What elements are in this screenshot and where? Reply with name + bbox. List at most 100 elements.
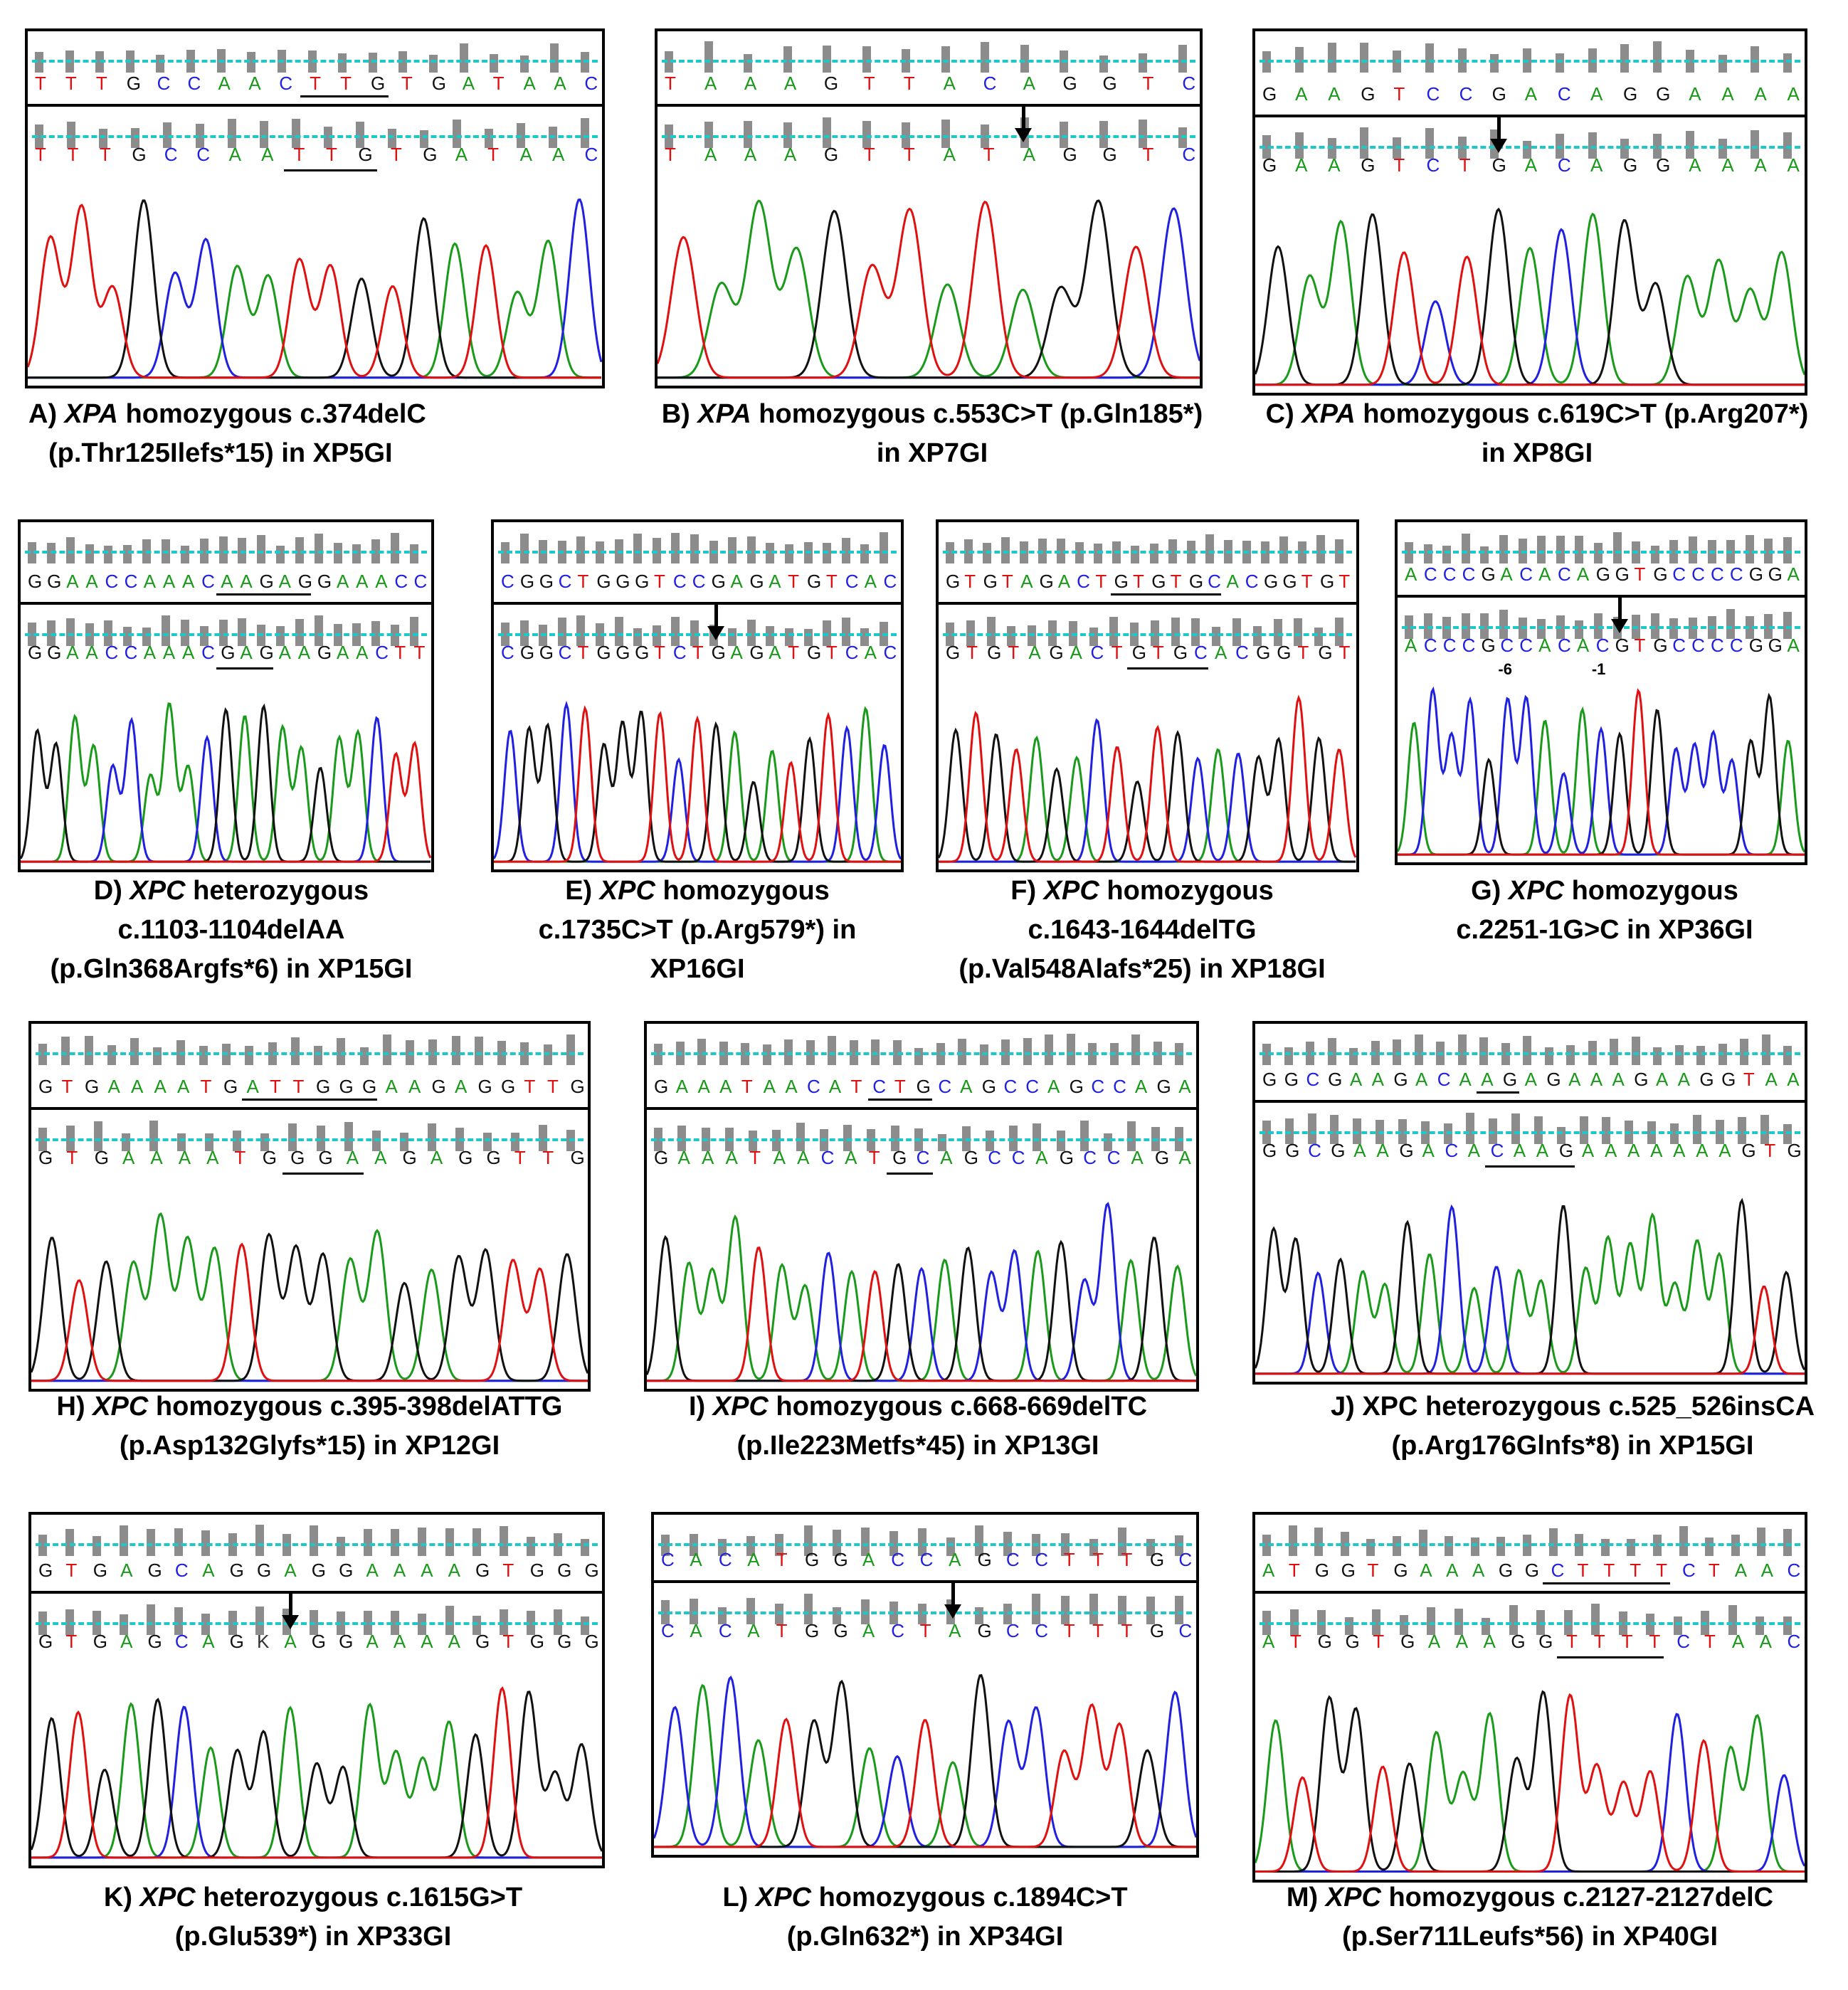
quality-bar xyxy=(1783,1046,1792,1065)
quality-bar xyxy=(1509,1605,1518,1635)
caption-line-1: B) XPA homozygous c.553C>T (p.Gln185*) xyxy=(619,395,1245,434)
quality-bar xyxy=(1104,1133,1113,1151)
quality-bar xyxy=(1496,1537,1506,1556)
base-call: C xyxy=(105,571,119,592)
base-call: G xyxy=(1156,1076,1171,1097)
quality-bar xyxy=(391,1529,400,1556)
quality-bar xyxy=(1314,628,1324,646)
quality-bar xyxy=(391,533,400,563)
quality-bar xyxy=(1523,141,1531,159)
panel-caption: D) XPC heterozygous c.1103-1104delAA (p.Gl… xyxy=(0,872,463,989)
base-call: G xyxy=(570,1076,585,1097)
base-call: C xyxy=(174,1631,189,1652)
quality-bar xyxy=(474,1037,483,1065)
base-call: G xyxy=(1277,642,1292,663)
quality-bar xyxy=(104,546,113,563)
base-call: T xyxy=(390,144,402,165)
base-call: G xyxy=(47,571,62,592)
base-call: T xyxy=(340,73,352,94)
quality-bar xyxy=(862,121,871,148)
base-call: G xyxy=(221,642,236,663)
quality-bar xyxy=(130,1038,139,1065)
base-call: G xyxy=(805,1620,820,1641)
caption-mutation: homozygous c.374delC xyxy=(117,399,426,429)
base-call: A xyxy=(769,642,781,663)
quality-bar xyxy=(1556,536,1565,563)
base-call: A xyxy=(1754,154,1767,176)
base-call: C xyxy=(807,1076,820,1097)
base-call: G xyxy=(1491,83,1506,105)
caption-mutation: homozygous xyxy=(655,876,830,906)
quality-bar xyxy=(245,1046,254,1065)
base-call: C xyxy=(1490,1140,1504,1161)
caption-gene: XPA xyxy=(1301,399,1356,429)
mutation-underline xyxy=(1110,593,1221,596)
quality-bar xyxy=(142,628,152,646)
base-call: T xyxy=(1297,642,1309,663)
quality-bar xyxy=(1425,128,1434,159)
quality-bar xyxy=(843,1125,852,1151)
base-call: A xyxy=(1405,635,1417,656)
quality-threshold-line xyxy=(36,1138,584,1141)
base-call: G xyxy=(1393,1069,1408,1090)
caption-line-2: (p.Asp132Glyfs*15) in XP12GI xyxy=(119,1431,500,1461)
base-call: T xyxy=(1063,1549,1075,1570)
quality-bar xyxy=(744,54,753,73)
quality-bar xyxy=(1620,139,1630,159)
quality-bar xyxy=(671,617,680,646)
panel-caption: I) XPC homozygous c.668-669delTC (p.Ile22… xyxy=(626,1387,1210,1466)
quality-bar xyxy=(337,1038,346,1065)
quality-bar xyxy=(1726,609,1736,639)
base-call: A xyxy=(122,1147,135,1168)
base-call: T xyxy=(825,571,838,592)
base-call: A xyxy=(677,1147,690,1168)
quality-bar xyxy=(1490,54,1499,73)
base-call: A xyxy=(1576,635,1590,656)
base-call: A xyxy=(131,1076,144,1097)
base-call: G xyxy=(311,1631,326,1652)
base-call: A xyxy=(202,1631,215,1652)
base-call: A xyxy=(949,1549,961,1570)
trace-c xyxy=(1255,228,1805,386)
mutation-underline xyxy=(1485,1165,1575,1168)
base-call: A xyxy=(1472,1560,1485,1581)
base-call: G xyxy=(262,1147,277,1168)
base-call: A xyxy=(702,1147,714,1168)
quality-bar xyxy=(946,1538,956,1556)
base-call: G xyxy=(1615,563,1630,585)
quality-bar xyxy=(131,128,140,148)
quality-bar xyxy=(359,1047,369,1065)
base-call: A xyxy=(1760,1560,1773,1581)
quality-threshold-line xyxy=(1260,1131,1800,1134)
quality-bar xyxy=(1066,1034,1075,1065)
base-call: C xyxy=(1787,1631,1801,1652)
quality-bar xyxy=(1650,546,1659,563)
base-call: A xyxy=(284,1560,297,1581)
caption-line-2: (p.Thr125Ilefs*15) in XP5GI xyxy=(48,438,393,469)
base-call: C xyxy=(501,571,514,592)
base-call: C xyxy=(1787,1560,1801,1581)
base-call: G xyxy=(916,1076,931,1097)
base-call: C xyxy=(672,642,687,663)
quality-bar xyxy=(1689,536,1697,563)
quality-bars xyxy=(658,31,1200,73)
caption-label: I) xyxy=(688,1392,713,1422)
quality-bar xyxy=(633,534,643,563)
quality-bar xyxy=(785,544,793,563)
quality-bar xyxy=(803,1594,813,1624)
caption-line-3: (p.Val548Alafs*25) in XP18GI xyxy=(959,954,1326,985)
base-call: G xyxy=(1319,571,1335,592)
base-call: A xyxy=(1420,1560,1432,1581)
quality-bar xyxy=(1360,43,1369,73)
base-call: T xyxy=(66,1147,78,1168)
base-call: A xyxy=(1028,642,1041,663)
base-call: G xyxy=(93,1631,107,1652)
quality-bar xyxy=(1627,1539,1636,1556)
quality-bar xyxy=(180,620,189,646)
quality-bar xyxy=(880,532,888,563)
base-call: T xyxy=(894,1076,906,1097)
